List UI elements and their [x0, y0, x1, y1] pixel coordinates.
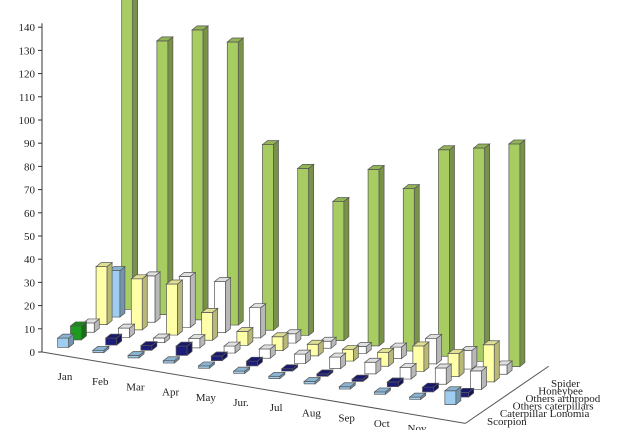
bar-spider-jul — [331, 196, 350, 342]
bar-spider-oct — [437, 145, 456, 357]
bar-spider-jan — [121, 0, 139, 311]
y-tick-label: 40 — [24, 254, 36, 266]
series-label-scorpion: Scorpion — [487, 416, 527, 428]
bar-scorpion-oct — [373, 387, 392, 395]
bar-others-caterpillars-nov — [434, 363, 453, 385]
x-tick-label-jun: Jur. — [233, 397, 249, 409]
bar-others-caterpillars-apr — [187, 333, 206, 349]
bar-honeybee-apr — [213, 276, 232, 334]
bar-honeybee-sep — [389, 342, 408, 360]
y-tick-label: 20 — [24, 301, 36, 313]
y-tick-label: 90 — [24, 138, 36, 150]
bar-others-caterpillars-may — [223, 341, 242, 354]
x-tick-label-apr: Apr — [162, 387, 179, 399]
y-tick-label: 30 — [24, 277, 36, 289]
bar-others-caterpillars-mar — [152, 333, 171, 344]
bar-others-arthropods-apr — [200, 307, 219, 341]
bar-caterpillar-lonomia-apr — [175, 341, 194, 357]
y-tick-label: 110 — [19, 92, 36, 104]
bar-scorpion-jan — [56, 333, 75, 349]
x-tick-label-mar: Mar — [126, 381, 145, 393]
x-tick-label-jul: Jul — [270, 402, 283, 414]
bar-spider-apr — [226, 37, 245, 326]
bar-others-caterpillars-aug — [328, 352, 347, 370]
bar-others-caterpillars-sep — [363, 357, 382, 375]
x-tick-label-may: May — [196, 392, 217, 404]
series-label-others-caterpillars: Others caterpillars — [513, 401, 594, 413]
series-label-spider: Spider — [551, 378, 580, 390]
bar-caterpillar-lonomia-nov — [421, 382, 440, 393]
y-tick-label: 130 — [19, 45, 36, 57]
y-tick-label: 60 — [24, 208, 36, 220]
bar-caterpillar-lonomia-aug — [315, 369, 334, 377]
bar-caterpillar-lonomia-sep — [351, 374, 370, 383]
x-axis-line — [41, 351, 466, 424]
x-tick-label-dec: Dec — [443, 428, 461, 430]
bar-scorpion-nov — [408, 392, 427, 401]
bar-caterpillar-lonomia-mar — [139, 340, 158, 351]
bar-others-caterpillars-dec — [469, 366, 488, 391]
bar-spider-mar — [191, 25, 210, 321]
x-tick-label-sep: Sep — [338, 413, 355, 425]
bar-caterpillar-lonomia-jun — [245, 356, 264, 367]
bar-caterpillar-lonomia-oct — [386, 377, 405, 388]
x-tick-label-feb: Feb — [92, 376, 109, 388]
bar-others-caterpillars-feb — [117, 323, 136, 339]
chart-labels: 0 10 20 30 40 50 60 70 80 90 100 110 120 130 140 Jan Feb… — [19, 22, 601, 430]
bar-scorpion-jun — [232, 366, 251, 375]
bar-others-arthropods-feb — [130, 274, 149, 331]
y-tick-label: 140 — [19, 22, 36, 34]
x-tick-label-aug: Aug — [302, 407, 321, 419]
bar-scorpion-mar — [127, 350, 146, 359]
x-tick-label-nov: Nov — [408, 423, 427, 430]
bar-spider-feb — [155, 36, 174, 316]
chart-bars — [56, 0, 526, 406]
series-label-others-arthropods: Others arthropod — [525, 393, 600, 405]
bar-others-caterpillars-oct — [399, 362, 418, 380]
y-tick-label: 0 — [30, 347, 36, 359]
bar-spider-aug — [367, 164, 386, 347]
x-tick-label-oct: Oct — [374, 418, 390, 430]
y-tick-label: 10 — [24, 324, 36, 336]
bar-scorpion-dec — [443, 385, 462, 406]
series-label-honeybee: Honeybee — [538, 385, 583, 397]
bar-others-caterpillars-jun — [258, 344, 277, 359]
bar-scorpion-feb — [91, 345, 110, 354]
y-tick-label: 70 — [24, 185, 36, 197]
bar-caterpillar-lonomia-jul — [280, 363, 299, 372]
y-tick-label: 100 — [19, 115, 36, 127]
bar-spider-sep — [402, 183, 421, 352]
series-label-caterpillar-lonomia: Caterpillar Lonomia — [500, 408, 590, 420]
chart-axes — [38, 23, 550, 424]
bar-scorpion-may — [197, 361, 216, 369]
bar-others-arthropods-dec — [482, 339, 501, 383]
y-tick-label: 50 — [24, 231, 36, 243]
bar-spider-dec — [507, 139, 526, 368]
bar-spider-nov — [472, 143, 491, 363]
y-tick-label: 80 — [24, 161, 36, 173]
bar-spider-may — [261, 139, 280, 331]
bar-scorpion-jul — [267, 371, 286, 380]
bar-scorpion-apr — [162, 355, 181, 364]
bar-others-arthropods-mar — [165, 279, 184, 336]
depth-axis-line — [465, 365, 550, 424]
bar-caterpillar-lonomia-feb — [104, 333, 123, 346]
bar-scorpion-aug — [303, 376, 322, 385]
x-tick-label-jan: Jan — [58, 371, 73, 383]
y-tick-label: 120 — [19, 69, 36, 81]
bar-others-arthropods-jan — [95, 261, 114, 326]
bar-caterpillar-lonomia-may — [210, 351, 229, 362]
bar-others-caterpillars-jul — [293, 349, 312, 365]
bar-spider-jun — [296, 163, 315, 337]
bar-scorpion-sep — [338, 381, 357, 390]
